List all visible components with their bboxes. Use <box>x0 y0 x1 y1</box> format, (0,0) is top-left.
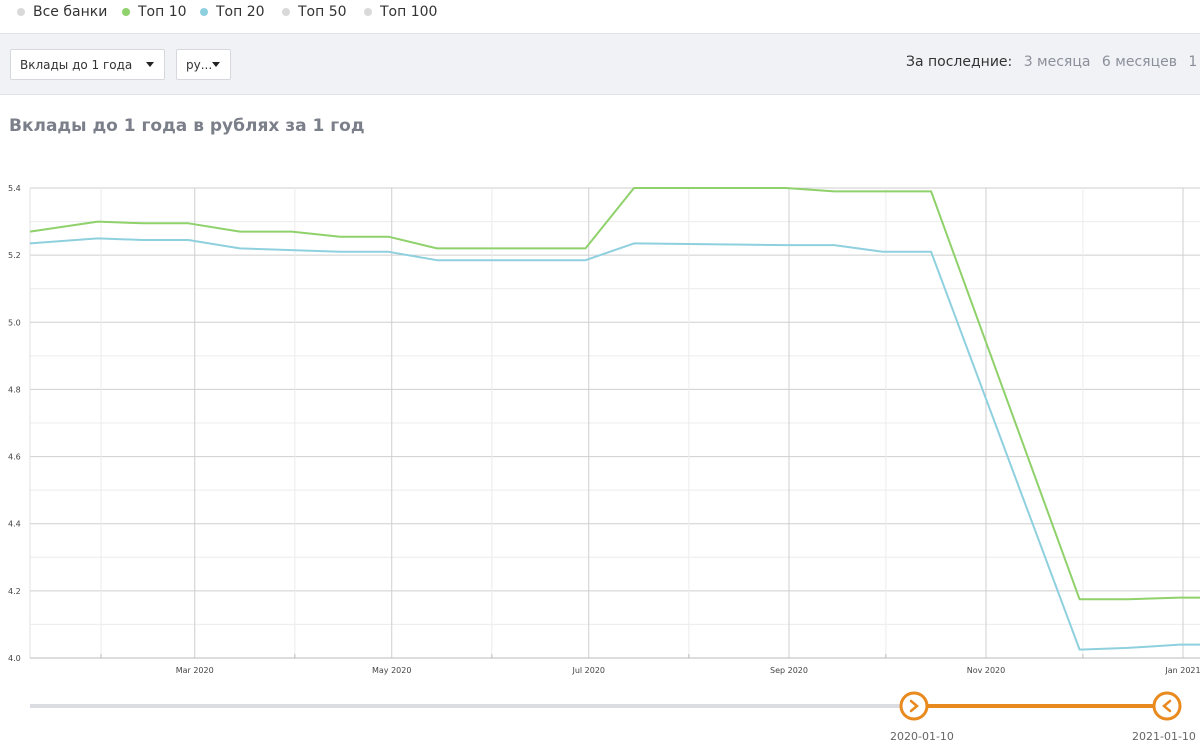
currency-select[interactable]: ру... <box>176 49 231 80</box>
x-tick-label: Jan 2021 <box>1164 666 1200 675</box>
legend-item-top50[interactable]: Топ 50 <box>282 4 347 20</box>
y-tick-label: 4.2 <box>8 587 21 596</box>
legend-dot-icon <box>200 8 208 16</box>
range-start-date: 2020-01-10 <box>890 730 954 743</box>
deposit-type-value: Вклады до 1 года <box>20 57 133 72</box>
x-tick-label: Nov 2020 <box>967 666 1006 675</box>
legend-label: Топ 20 <box>216 4 265 20</box>
legend-bar: Все банки Топ 10 Топ 20 Топ 50 Топ 100 <box>0 0 1200 33</box>
legend-label: Топ 100 <box>380 4 438 20</box>
chevron-left-icon <box>1162 699 1172 713</box>
x-tick-label: Jul 2020 <box>571 666 605 675</box>
y-tick-label: 4.0 <box>8 654 21 663</box>
line-chart: 4.0 4.2 4.4 4.6 4.8 5.0 5.2 5.4 Mar 2020 May 2020… <box>8 184 1200 721</box>
legend-label: Топ 10 <box>138 4 187 20</box>
legend-dot-icon <box>364 8 372 16</box>
filter-toolbar: Вклады до 1 года ру... За последние: 3 м… <box>0 33 1200 95</box>
y-tick-label: 5.2 <box>8 251 21 260</box>
range-start-handle[interactable] <box>899 691 929 721</box>
legend-label: Топ 50 <box>298 4 347 20</box>
x-tick-label: Mar 2020 <box>176 666 214 675</box>
period-option-1y[interactable]: 1 год <box>1188 54 1200 70</box>
currency-value: ру... <box>186 57 213 72</box>
series-line-top20 <box>29 237 1200 651</box>
y-tick-label: 4.4 <box>8 520 21 529</box>
y-tick-label: 4.6 <box>8 453 21 462</box>
period-option-3m[interactable]: 3 месяца <box>1023 54 1091 70</box>
caret-down-icon <box>212 62 220 67</box>
legend-dot-icon <box>122 8 130 16</box>
caret-down-icon <box>146 62 154 67</box>
y-tick-label: 5.4 <box>8 184 21 193</box>
series-line-top10 <box>29 187 1200 601</box>
legend-dot-icon <box>17 8 25 16</box>
x-tick-label: May 2020 <box>372 666 411 675</box>
legend-dot-icon <box>282 8 290 16</box>
chart-title: Вклады до 1 года в рублях за 1 год <box>9 116 365 136</box>
range-end-date: 2021-01-10 <box>1132 730 1196 743</box>
x-tick-label: Sep 2020 <box>770 666 808 675</box>
range-end-handle[interactable] <box>1152 691 1182 721</box>
period-selector: За последние: 3 месяца 6 месяцев 1 год <box>906 54 1200 70</box>
chevron-right-icon <box>909 699 919 713</box>
legend-item-top100[interactable]: Топ 100 <box>364 4 437 20</box>
y-tick-label: 4.8 <box>8 385 21 394</box>
legend-item-top10[interactable]: Топ 10 <box>122 4 187 20</box>
period-option-6m[interactable]: 6 месяцев <box>1101 54 1177 70</box>
legend-item-top20[interactable]: Топ 20 <box>200 4 265 20</box>
deposit-type-select[interactable]: Вклады до 1 года <box>10 49 165 80</box>
period-label: За последние: <box>906 54 1013 70</box>
legend-label: Все банки <box>33 4 108 20</box>
legend-item-all-banks[interactable]: Все банки <box>17 4 107 20</box>
y-tick-label: 5.0 <box>8 318 21 327</box>
